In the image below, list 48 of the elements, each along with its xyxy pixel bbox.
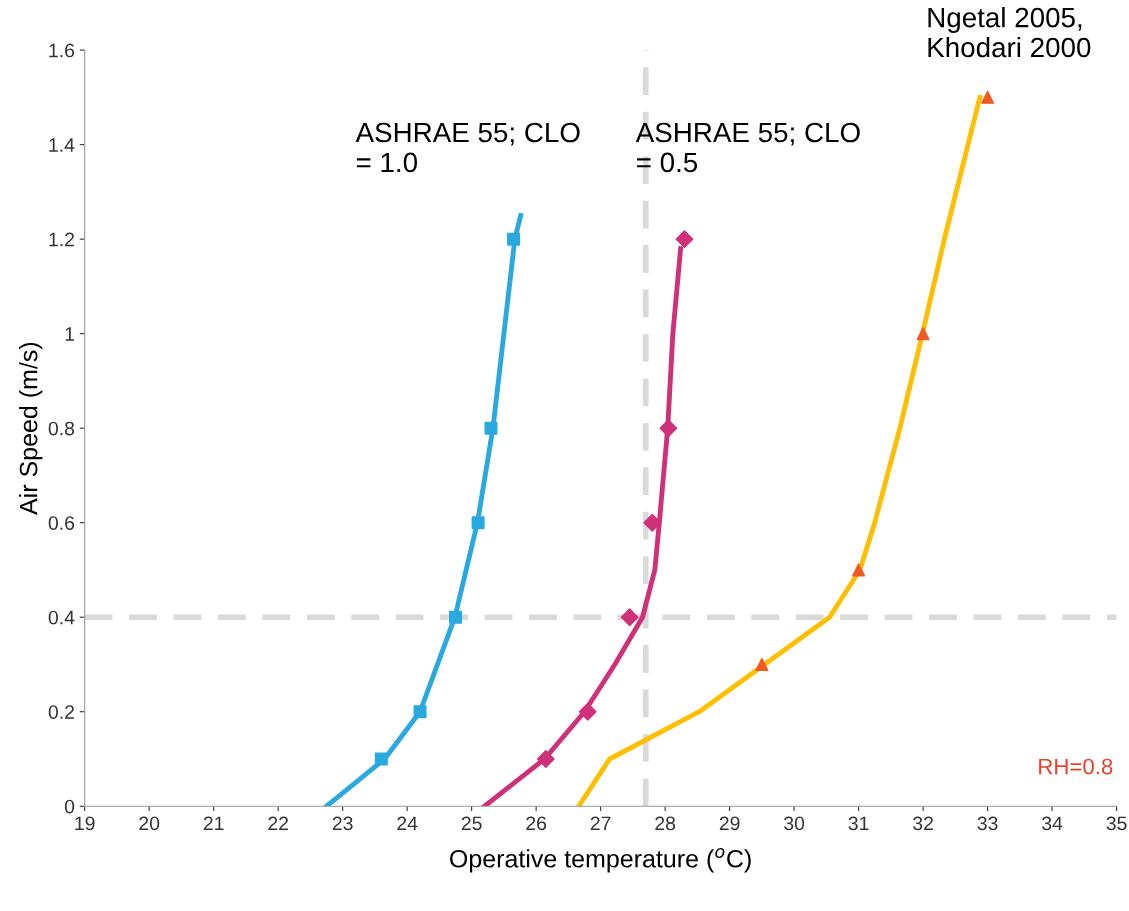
x-tick-label: 19 bbox=[75, 816, 95, 831]
y-tick-label: 0.6 bbox=[48, 516, 75, 530]
y-tick-label: 0.8 bbox=[48, 421, 75, 436]
x-tick-label: 20 bbox=[139, 816, 160, 831]
y-tick-label: 0 bbox=[64, 799, 75, 814]
x-axis-title: Operative temperature ($^{o}$C) bbox=[450, 847, 751, 873]
x-tick-label: 21 bbox=[203, 816, 224, 831]
annotation: Ngetal 2005, Khodari 2000 bbox=[928, 7, 1091, 58]
point bbox=[620, 608, 639, 627]
x-tick-label: 22 bbox=[268, 816, 288, 831]
point bbox=[536, 750, 555, 768]
point bbox=[449, 610, 463, 624]
point bbox=[981, 90, 995, 104]
point bbox=[659, 419, 678, 438]
x-tick-label: 35 bbox=[1106, 816, 1127, 831]
x-tick-label: 24 bbox=[397, 816, 418, 831]
x-tick-label: 27 bbox=[590, 816, 611, 831]
annotation: RH=0.8 bbox=[1039, 758, 1113, 775]
point bbox=[675, 230, 694, 249]
point bbox=[374, 752, 388, 766]
x-tick-label: 34 bbox=[1042, 816, 1063, 831]
x-tick-label: 23 bbox=[332, 816, 353, 831]
point bbox=[852, 563, 866, 577]
y-tick-label: 0.4 bbox=[48, 610, 75, 625]
y-tick-label: 1.4 bbox=[49, 138, 75, 152]
line-series bbox=[324, 213, 524, 807]
x-tick-label: 30 bbox=[784, 816, 805, 831]
x-tick-label: 28 bbox=[655, 816, 676, 831]
y-axis-title: Air Speed (m/s) bbox=[19, 342, 43, 515]
point bbox=[507, 232, 521, 246]
point bbox=[484, 421, 498, 435]
point bbox=[916, 327, 930, 341]
point bbox=[755, 657, 769, 671]
x-tick-label: 32 bbox=[913, 816, 933, 831]
y-tick-label: 1.2 bbox=[49, 232, 74, 247]
x-tick-label: 29 bbox=[719, 816, 740, 831]
x-tick-label: 25 bbox=[461, 816, 482, 831]
annotation: ASHRAE 55; CLO = 1.0 bbox=[355, 122, 580, 173]
annotation: ASHRAE 55; CLO = 0.5 bbox=[635, 122, 860, 173]
y-tick-label: 1 bbox=[65, 327, 74, 341]
point bbox=[413, 705, 427, 719]
x-tick-label: 31 bbox=[848, 816, 869, 831]
y-tick-label: 0.2 bbox=[48, 705, 74, 719]
y-tick-label: 1.6 bbox=[49, 43, 75, 58]
x-tick-label: 33 bbox=[977, 816, 998, 831]
point bbox=[578, 702, 597, 721]
x-tick-label: 26 bbox=[526, 816, 547, 831]
point bbox=[471, 516, 485, 530]
